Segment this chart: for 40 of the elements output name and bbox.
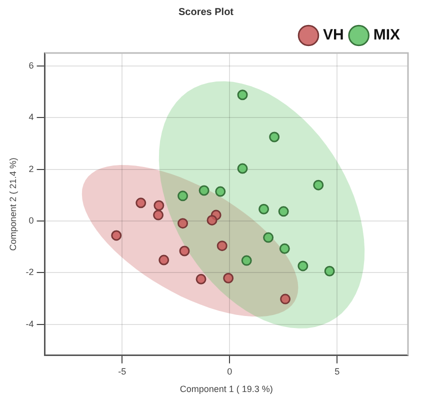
y-tick-label: 6 (28, 60, 34, 70)
y-tick-label: 0 (28, 215, 34, 226)
point (198, 185, 210, 196)
point (216, 240, 228, 252)
point (241, 255, 252, 266)
point (179, 246, 190, 256)
point (263, 232, 274, 243)
point (111, 230, 122, 241)
point (178, 218, 188, 229)
point (215, 186, 226, 197)
point (269, 132, 280, 142)
point (298, 260, 308, 272)
x-axis-title: Component 1 ( 19.3 %) (180, 384, 273, 394)
point (136, 198, 146, 208)
point (223, 272, 234, 284)
y-tick-label: -2 (26, 267, 34, 278)
point (153, 210, 164, 220)
point (178, 190, 188, 202)
x-tick-label: 0 (227, 366, 232, 376)
point (280, 294, 291, 304)
chart-title: Scores Plot (178, 6, 234, 18)
point (278, 206, 289, 217)
point (237, 90, 248, 100)
point (206, 214, 218, 226)
y-tick-label: 4 (28, 112, 34, 122)
y-tick-label: -4 (26, 318, 34, 329)
point (158, 254, 170, 266)
legend-label: MIX (373, 26, 400, 44)
legend-label: VH (322, 26, 344, 44)
point (154, 200, 164, 211)
y-axis-title: Component 2 ( 21.4 %) (8, 158, 18, 251)
x-tick-label: -5 (118, 366, 126, 376)
point (279, 243, 290, 254)
point (313, 180, 324, 190)
x-tick-label: 5 (334, 366, 340, 376)
point (258, 204, 270, 214)
point (324, 266, 335, 276)
y-tick-label: 2 (28, 164, 34, 174)
point (237, 163, 248, 174)
point (196, 274, 206, 284)
